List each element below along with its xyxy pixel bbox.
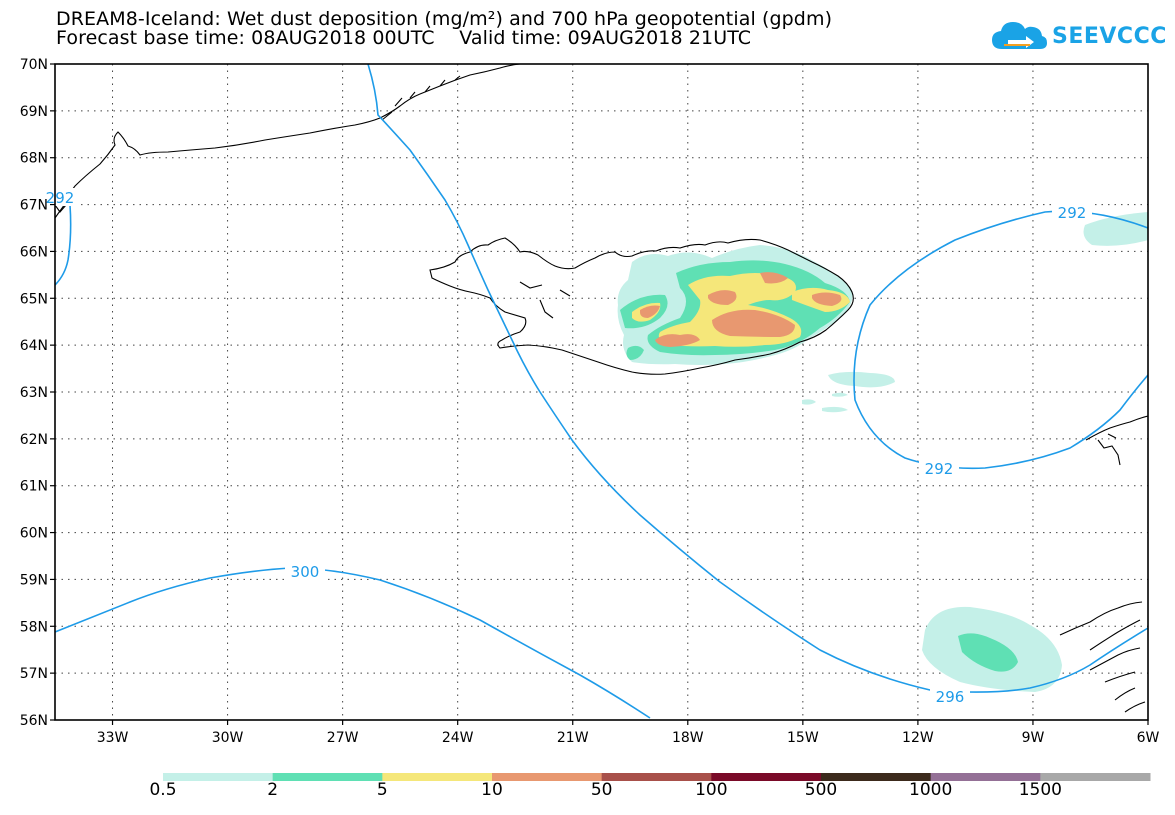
seevccc-logo: SEEVCCC [990,16,1167,56]
lat-tick-label: 63N [20,385,48,401]
lon-tick-label: 12W [902,730,934,746]
lat-tick-label: 61N [20,479,48,495]
lat-tick-label: 64N [20,338,48,354]
lon-tick-label: 6W [1137,730,1160,746]
colorbar-label: 1500 [1018,780,1062,800]
map-title: DREAM8-Iceland: Wet dust deposition (mg/… [56,8,833,30]
colorbar-label: 1000 [909,780,953,800]
colorbar-segment [601,773,712,781]
contour-label-bg [919,459,959,477]
colorbar-label: 500 [804,780,838,800]
colorbar-segment [163,773,274,781]
colorbar-segment [821,773,932,781]
colorbar [163,773,1151,781]
cloud-arrow-icon [992,22,1047,49]
contour-label-bg [40,188,80,206]
colorbar-label: 5 [376,780,388,800]
geopotential-contours [55,64,1148,719]
lon-tick-label: 15W [787,730,819,746]
lon-tick-label: 33W [97,730,129,746]
colorbar-label: 50 [590,780,613,800]
lat-tick-label: 60N [20,526,48,542]
contour-label: 300 [291,563,320,581]
colorbar-label: 2 [267,780,279,800]
contour-label-bg [930,687,970,705]
lat-tick-label: 69N [20,104,48,120]
axis-labels: 70N 69N 68N 67N 66N 65N 64N 63N 62N 61N 60N 59N 58N 5… [20,57,1160,746]
lat-tick-label: 58N [20,619,48,635]
colorbar-segment [492,773,603,781]
lat-tick-label: 59N [20,572,48,588]
contour-label: 292 [46,189,75,207]
colorbar-segment [930,773,1041,781]
lon-tick-label: 27W [327,730,359,746]
colorbar-segment [1040,773,1151,781]
contour-label: 292 [1058,204,1087,222]
map-subtitle: Forecast base time: 08AUG2018 00UTC Vali… [56,27,752,49]
contour-label-layer: 292 292 296 300 292 [40,188,1092,706]
lat-tick-label: 68N [20,151,48,167]
dust-deposition-field [617,212,1148,692]
lat-tick-label: 65N [20,291,48,307]
lon-tick-label: 9W [1022,730,1045,746]
lon-tick-label: 21W [557,730,589,746]
colorbar-segment [382,773,493,781]
map-grid [55,64,1148,720]
colorbar-label: 10 [481,780,503,800]
lat-tick-label: 62N [20,432,48,448]
contour-label-bg [285,562,325,580]
logo-text: SEEVCCC [1052,23,1167,49]
colorbar-label: 100 [695,780,728,800]
contour-label: 296 [936,688,965,706]
lat-tick-label: 67N [20,198,48,214]
lon-tick-label: 30W [212,730,244,746]
lat-tick-label: 57N [20,666,48,682]
lat-tick-label: 56N [20,713,48,729]
lon-tick-label: 24W [442,730,474,746]
colorbar-segment [711,773,822,781]
lon-tick-label: 18W [672,730,704,746]
lat-tick-label: 66N [20,244,48,260]
colorbar-label: 0.5 [149,780,177,800]
colorbar-segment [272,773,383,781]
coastlines [55,64,1148,713]
contour-label: 292 [925,460,954,478]
lat-tick-label: 70N [20,57,48,73]
contour-label-bg [1052,203,1092,221]
